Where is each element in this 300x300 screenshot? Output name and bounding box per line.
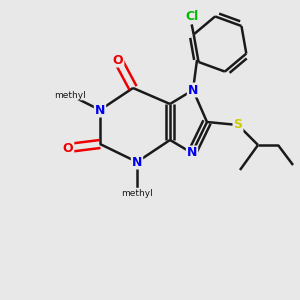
- Text: S: S: [233, 118, 242, 131]
- Text: Cl: Cl: [185, 10, 198, 23]
- Text: methyl: methyl: [54, 91, 86, 100]
- Text: O: O: [113, 53, 123, 67]
- Text: N: N: [95, 103, 105, 116]
- Text: N: N: [187, 146, 197, 160]
- Text: O: O: [63, 142, 73, 154]
- Text: methyl: methyl: [121, 188, 153, 197]
- Text: N: N: [188, 83, 198, 97]
- Text: N: N: [132, 155, 142, 169]
